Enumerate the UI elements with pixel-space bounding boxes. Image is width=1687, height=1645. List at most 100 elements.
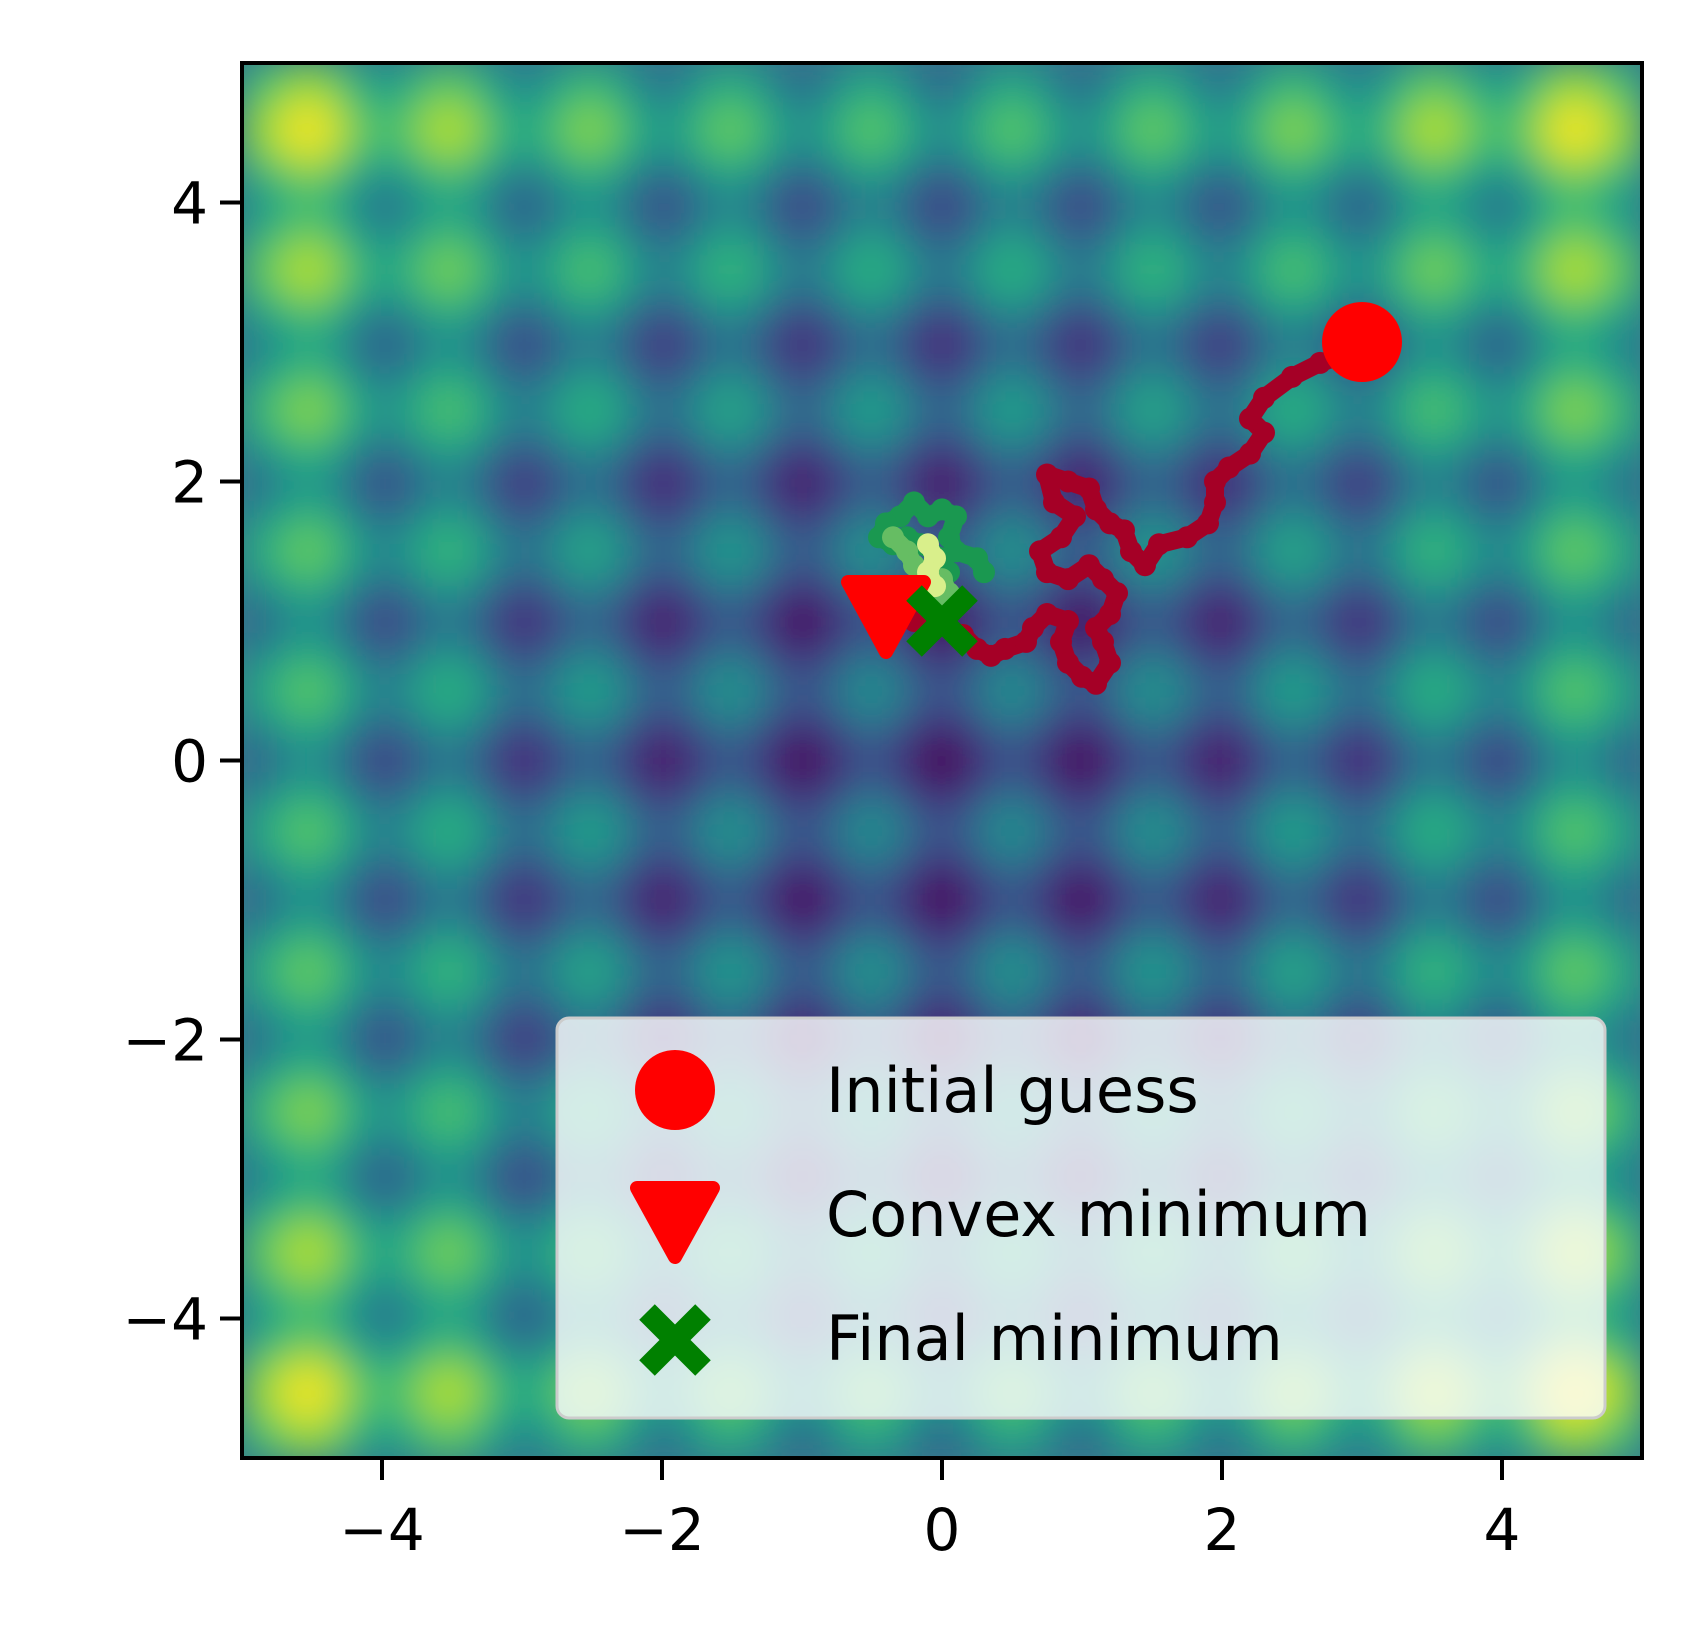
heatmap-cell <box>661 550 680 570</box>
heatmap-cell <box>889 132 908 151</box>
heatmap-cell <box>329 1143 348 1163</box>
heatmap-cell <box>609 79 628 99</box>
heatmap-cell <box>486 812 505 831</box>
heatmap-cell <box>539 515 558 535</box>
heatmap-cell <box>451 777 470 796</box>
heatmap-cell <box>871 690 890 709</box>
heatmap-cell <box>434 585 453 605</box>
heatmap-cell <box>994 777 1013 796</box>
heatmap-cell <box>521 1178 540 1197</box>
heatmap-cell <box>346 882 365 901</box>
heatmap-cell <box>766 603 785 622</box>
heatmap-cell <box>784 79 803 99</box>
heatmap-cell <box>451 550 470 570</box>
heatmap-cell <box>276 1422 295 1442</box>
heatmap-cell <box>1029 446 1048 465</box>
heatmap-cell <box>731 847 750 866</box>
heatmap-cell <box>924 986 943 1006</box>
heatmap-cell <box>521 1352 540 1372</box>
heatmap-cell <box>994 882 1013 901</box>
heatmap-cell <box>381 1039 400 1058</box>
heatmap-cell <box>574 306 593 326</box>
heatmap-cell <box>749 916 768 936</box>
heatmap-cell <box>556 969 575 988</box>
heatmap-cell <box>451 376 470 395</box>
heatmap-cell <box>1134 463 1153 482</box>
heatmap-cell <box>994 289 1013 308</box>
heatmap-cell <box>346 1335 365 1354</box>
heatmap-cell <box>626 951 645 971</box>
heatmap-cell <box>399 585 418 605</box>
heatmap-cell <box>539 481 558 500</box>
heatmap-cell <box>1011 132 1030 151</box>
heatmap-cell <box>696 690 715 709</box>
heatmap-cell <box>1151 463 1170 482</box>
heatmap-cell <box>1291 463 1310 482</box>
heatmap-cell <box>749 63 768 81</box>
heatmap-cell <box>259 672 278 692</box>
heatmap-cell <box>294 934 313 953</box>
heatmap-cell <box>906 742 925 761</box>
heatmap-cell <box>1116 620 1135 639</box>
heatmap-cell <box>679 463 698 482</box>
heatmap-cell <box>854 97 873 116</box>
heatmap-cell <box>539 568 558 587</box>
heatmap-cell <box>591 760 610 779</box>
heatmap-cell <box>311 637 330 657</box>
heatmap-cell <box>836 114 855 134</box>
heatmap-cell <box>242 969 260 988</box>
heatmap-cell <box>242 132 260 151</box>
heatmap-cell <box>469 1265 488 1285</box>
heatmap-cell <box>1221 951 1240 971</box>
heatmap-cell <box>539 1056 558 1075</box>
heatmap-cell <box>906 114 925 134</box>
heatmap-cell <box>679 899 698 918</box>
heatmap-cell <box>1186 324 1205 343</box>
heatmap-cell <box>749 393 768 413</box>
heatmap-cell <box>311 847 330 866</box>
heatmap-cell <box>731 864 750 884</box>
heatmap-cell <box>1151 707 1170 727</box>
heatmap-cell <box>714 951 733 971</box>
heatmap-cell <box>714 463 733 482</box>
heatmap-cell <box>242 568 260 587</box>
heatmap-cell <box>1064 1422 1083 1442</box>
heatmap-cell <box>574 63 593 81</box>
heatmap-cell <box>259 794 278 814</box>
heatmap-cell <box>346 167 365 186</box>
heatmap-cell <box>521 655 540 674</box>
heatmap-cell <box>749 672 768 692</box>
heatmap-cell <box>661 271 680 291</box>
heatmap-cell <box>364 97 383 116</box>
heatmap-cell <box>364 393 383 413</box>
heatmap-cell <box>976 777 995 796</box>
heatmap-cell <box>801 969 820 988</box>
heatmap-cell <box>311 1178 330 1197</box>
heatmap-cell <box>311 481 330 500</box>
heatmap-cell <box>854 481 873 500</box>
heatmap-cell <box>259 1335 278 1354</box>
heatmap-cell <box>609 847 628 866</box>
heatmap-cell <box>504 515 523 535</box>
heatmap-cell <box>1221 1440 1240 1458</box>
heatmap-cell <box>1081 428 1100 448</box>
heatmap-cell <box>1291 202 1310 221</box>
heatmap-cell <box>276 463 295 482</box>
heatmap-cell <box>469 149 488 169</box>
heatmap-cell <box>609 219 628 238</box>
heatmap-cell <box>609 864 628 884</box>
heatmap-cell <box>381 1405 400 1424</box>
heatmap-cell <box>871 829 890 849</box>
heatmap-cell <box>294 1143 313 1163</box>
heatmap-cell <box>399 167 418 186</box>
heatmap-cell <box>696 411 715 430</box>
heatmap-cell <box>434 1143 453 1163</box>
heatmap-cell <box>1116 324 1135 343</box>
heatmap-cell <box>941 358 960 378</box>
heatmap-cell <box>259 324 278 343</box>
heatmap-cell <box>381 847 400 866</box>
heatmap-cell <box>766 481 785 500</box>
heatmap-cell <box>731 794 750 814</box>
heatmap-cell <box>801 812 820 831</box>
heatmap-cell <box>871 864 890 884</box>
